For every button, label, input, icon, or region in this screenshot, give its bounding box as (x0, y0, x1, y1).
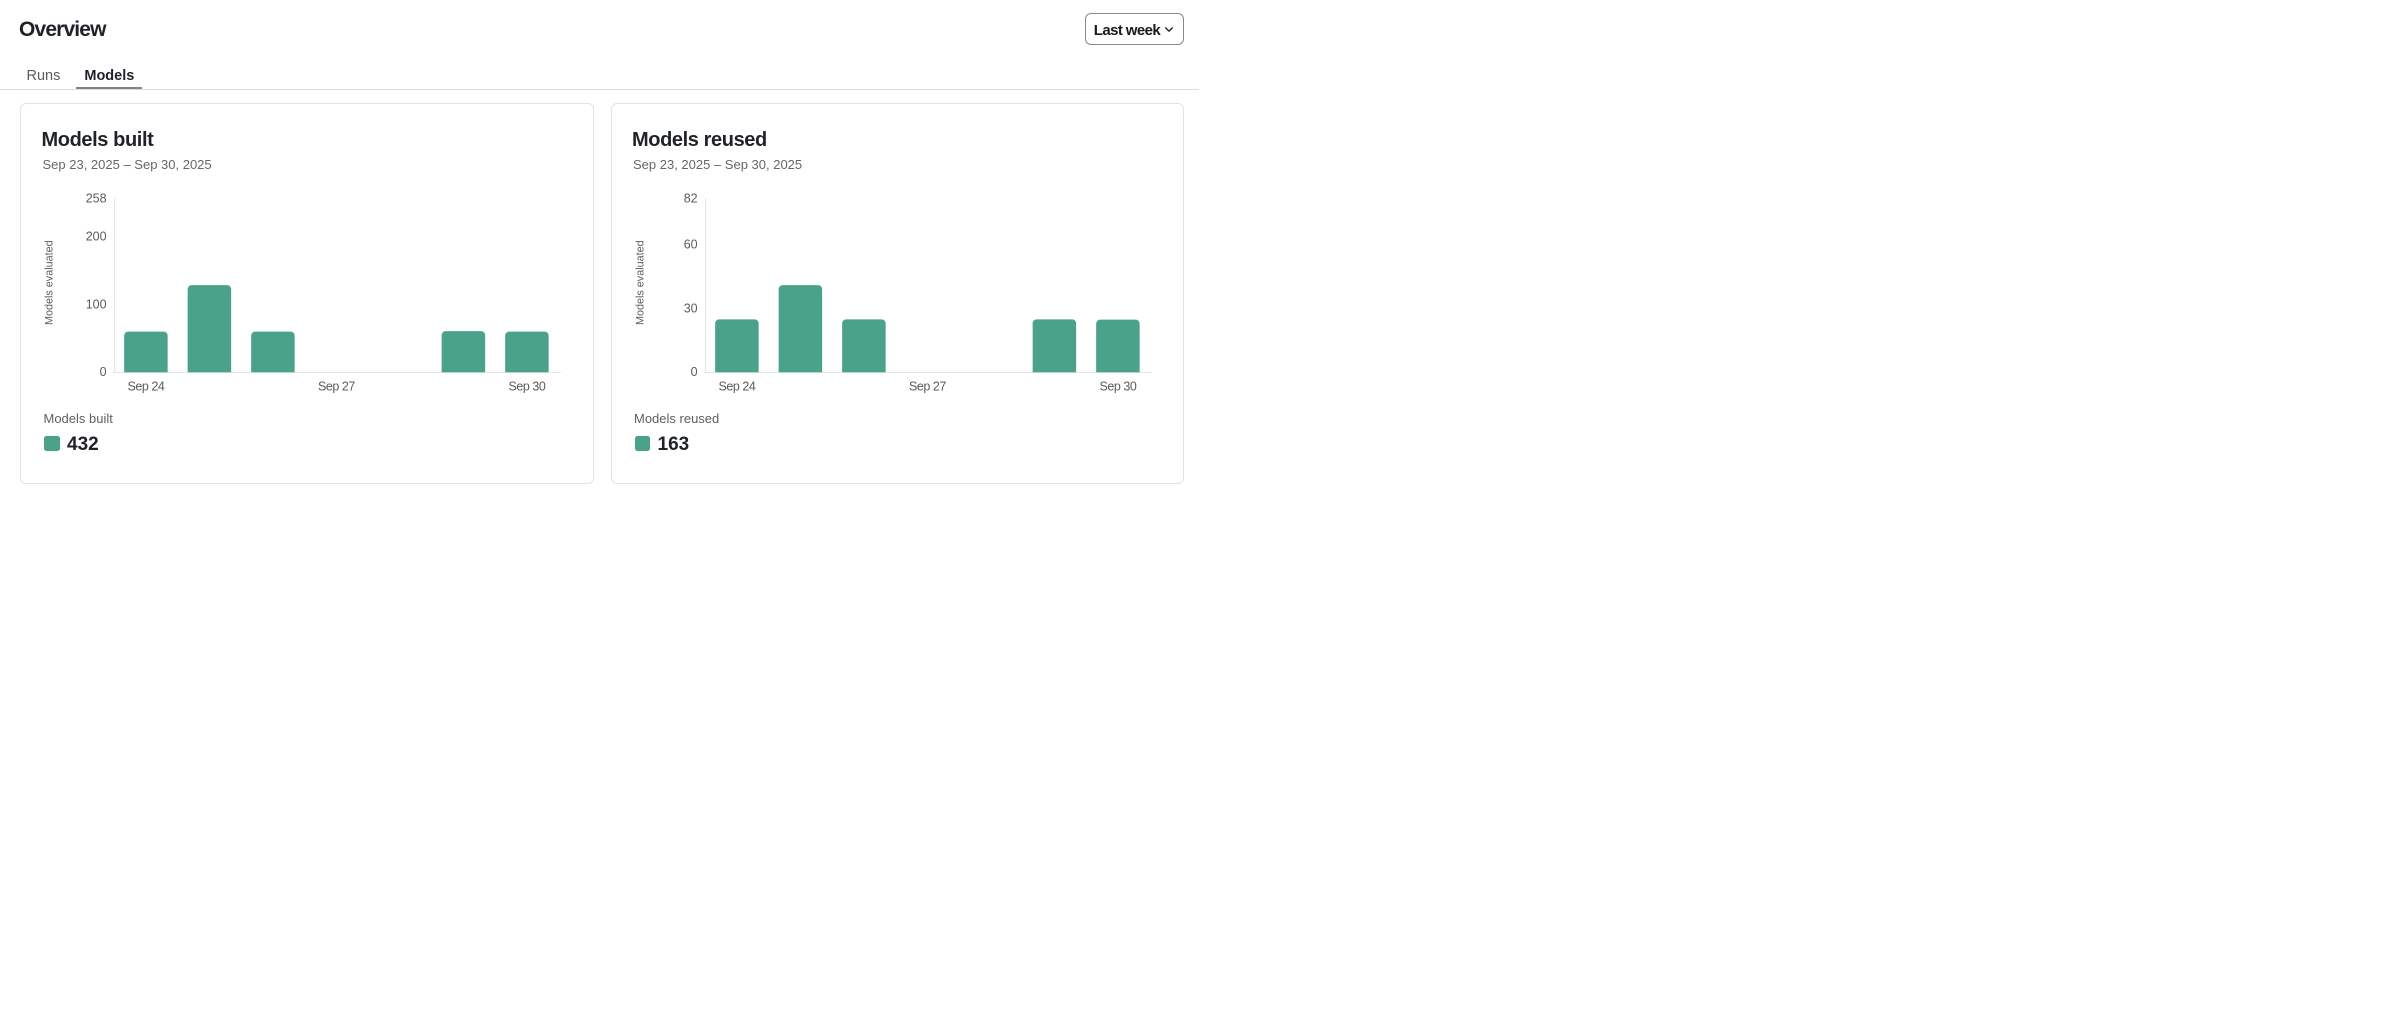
svg-text:258: 258 (86, 191, 107, 205)
svg-text:82: 82 (683, 191, 697, 205)
svg-text:60: 60 (683, 237, 697, 251)
svg-text:Sep 27: Sep 27 (908, 380, 945, 394)
svg-text:Sep 27: Sep 27 (318, 380, 355, 394)
svg-text:Models evaluated: Models evaluated (634, 240, 646, 325)
svg-text:30: 30 (683, 301, 697, 315)
svg-text:0: 0 (690, 365, 697, 379)
svg-text:Models evaluated: Models evaluated (43, 240, 55, 325)
svg-text:Sep 24: Sep 24 (127, 380, 164, 394)
svg-text:200: 200 (86, 230, 107, 244)
svg-text:Sep 30: Sep 30 (508, 380, 545, 394)
svg-text:Sep 24: Sep 24 (718, 380, 755, 394)
svg-text:0: 0 (100, 365, 107, 379)
svg-text:100: 100 (86, 297, 107, 311)
svg-text:Sep 30: Sep 30 (1099, 380, 1136, 394)
